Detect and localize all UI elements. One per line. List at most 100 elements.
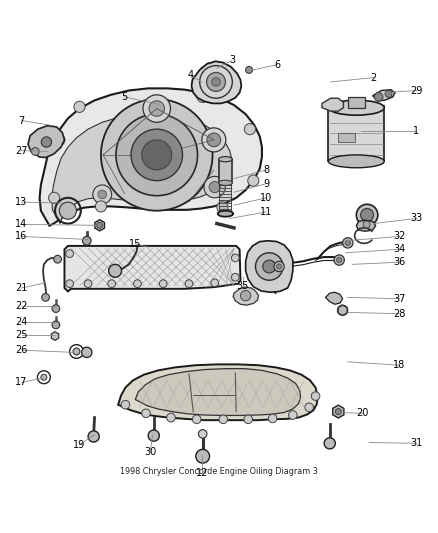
- Text: 30: 30: [144, 447, 156, 457]
- Text: 34: 34: [393, 244, 406, 254]
- Circle shape: [41, 137, 52, 147]
- Text: 9: 9: [263, 179, 269, 189]
- Circle shape: [66, 250, 74, 257]
- Circle shape: [337, 305, 348, 316]
- Polygon shape: [191, 61, 241, 103]
- Text: 31: 31: [410, 438, 423, 448]
- Polygon shape: [333, 405, 344, 418]
- Circle shape: [268, 414, 277, 423]
- Circle shape: [32, 148, 39, 155]
- Text: 1998 Chrysler Concorde Engine Oiling Diagram 3: 1998 Chrysler Concorde Engine Oiling Dia…: [120, 467, 318, 476]
- Text: 26: 26: [15, 345, 28, 355]
- Polygon shape: [51, 332, 59, 341]
- Circle shape: [374, 93, 383, 101]
- Text: 18: 18: [393, 360, 406, 370]
- Circle shape: [343, 238, 353, 248]
- Circle shape: [74, 101, 85, 112]
- Circle shape: [311, 392, 320, 400]
- Text: 17: 17: [15, 377, 28, 387]
- Circle shape: [73, 348, 80, 355]
- Circle shape: [142, 409, 150, 417]
- Text: 37: 37: [393, 294, 406, 304]
- Circle shape: [248, 175, 259, 186]
- Circle shape: [255, 253, 283, 280]
- Ellipse shape: [328, 100, 384, 115]
- Circle shape: [42, 294, 49, 301]
- Circle shape: [211, 279, 219, 287]
- Circle shape: [324, 438, 336, 449]
- Text: 13: 13: [15, 197, 28, 207]
- Text: 28: 28: [393, 309, 406, 319]
- Circle shape: [289, 411, 297, 419]
- Circle shape: [52, 305, 60, 312]
- Circle shape: [363, 221, 370, 228]
- Circle shape: [212, 78, 220, 86]
- Polygon shape: [28, 126, 64, 157]
- Circle shape: [334, 255, 344, 265]
- Circle shape: [197, 91, 208, 102]
- Circle shape: [196, 449, 209, 463]
- Text: 10: 10: [260, 193, 272, 203]
- Ellipse shape: [328, 155, 384, 168]
- Circle shape: [101, 99, 212, 211]
- Circle shape: [148, 430, 159, 441]
- Text: 36: 36: [393, 257, 406, 267]
- Circle shape: [143, 95, 170, 122]
- Text: 24: 24: [15, 317, 28, 327]
- Text: 12: 12: [196, 469, 208, 479]
- Circle shape: [231, 254, 239, 262]
- Circle shape: [52, 321, 60, 329]
- Text: 7: 7: [18, 116, 25, 126]
- Circle shape: [97, 222, 102, 228]
- Circle shape: [244, 415, 252, 424]
- Circle shape: [84, 280, 92, 287]
- Text: 22: 22: [15, 301, 28, 311]
- Bar: [328, 107, 384, 161]
- Bar: [338, 133, 356, 142]
- Circle shape: [207, 133, 221, 147]
- Circle shape: [166, 413, 175, 422]
- Circle shape: [159, 280, 167, 287]
- Circle shape: [82, 237, 91, 245]
- Circle shape: [98, 190, 106, 199]
- Circle shape: [360, 208, 374, 221]
- Circle shape: [93, 185, 112, 204]
- Circle shape: [202, 128, 226, 152]
- Circle shape: [276, 264, 282, 269]
- Circle shape: [131, 129, 183, 181]
- Circle shape: [198, 430, 207, 438]
- Polygon shape: [52, 114, 232, 223]
- Circle shape: [263, 260, 276, 273]
- Circle shape: [41, 374, 47, 380]
- Polygon shape: [39, 88, 262, 225]
- Circle shape: [54, 134, 65, 146]
- Text: 21: 21: [15, 283, 28, 293]
- Text: 25: 25: [15, 330, 28, 340]
- Circle shape: [345, 240, 350, 246]
- Text: 1: 1: [413, 126, 420, 136]
- Polygon shape: [233, 287, 258, 305]
- Text: 3: 3: [229, 55, 235, 66]
- Polygon shape: [325, 292, 343, 304]
- Text: 5: 5: [121, 92, 128, 102]
- Circle shape: [54, 255, 61, 263]
- Circle shape: [385, 91, 392, 98]
- Circle shape: [246, 67, 252, 74]
- Bar: [219, 159, 232, 183]
- Circle shape: [116, 114, 198, 196]
- Polygon shape: [64, 246, 240, 292]
- Circle shape: [88, 431, 99, 442]
- Circle shape: [59, 202, 77, 219]
- Circle shape: [204, 176, 226, 198]
- Circle shape: [108, 280, 116, 287]
- Polygon shape: [118, 365, 318, 420]
- Circle shape: [274, 261, 284, 272]
- Circle shape: [240, 290, 251, 301]
- Circle shape: [337, 257, 342, 263]
- Circle shape: [95, 201, 106, 212]
- Polygon shape: [135, 369, 300, 415]
- Text: 8: 8: [263, 165, 269, 175]
- Text: 11: 11: [260, 207, 272, 217]
- Text: 4: 4: [188, 70, 194, 80]
- Text: 33: 33: [410, 213, 423, 223]
